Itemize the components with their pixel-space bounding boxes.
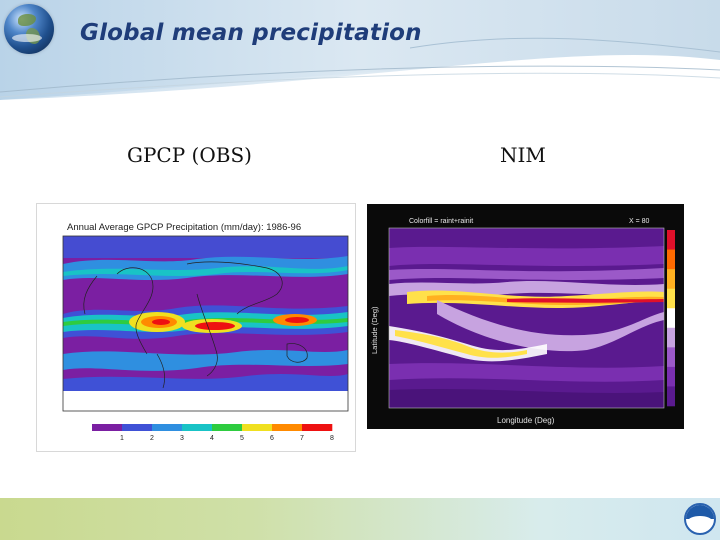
colorbar-swatch [302,424,333,431]
nim-label: NIM [500,143,546,167]
colorbar-tick: 5 [240,435,244,442]
gpcp-map-field [62,235,349,412]
colorbar-tick: 3 [180,435,184,442]
nim-ylabel: Latitude (Deg) [370,306,379,354]
noaa-logo-icon [684,503,716,535]
colorbar-tick: 2 [150,435,154,442]
nim-header-right: X = 80 [629,218,650,225]
colorbar-swatch [667,249,675,270]
colorbar-swatch [667,327,675,348]
colorbar-swatch [92,424,123,431]
gpcp-colorbar [92,424,333,431]
nim-xlabel: Longitude (Deg) [497,416,555,425]
colorbar-swatch [667,308,675,329]
colorbar-swatch [667,230,675,250]
colorbar-swatch [152,424,183,431]
gpcp-label: GPCP (OBS) [127,143,252,167]
nim-colorbar [667,230,675,407]
gpcp-map-title: Annual Average GPCP Precipitation (mm/da… [67,222,301,233]
footer-band [0,498,720,540]
slide-title: Global mean precipitation [80,20,422,46]
colorbar-tick: 8 [330,435,334,442]
gpcp-colorbar-ticks: 1 2 3 4 5 6 7 8 [120,435,334,442]
colorbar-tick: 6 [270,435,274,442]
colorbar-swatch [667,288,675,309]
gpcp-map-figure: Annual Average GPCP Precipitation (mm/da… [36,203,356,452]
colorbar-tick: 4 [210,435,214,442]
nim-plot-figure: Colorfill = raint+rainit X = 80 Latitude… [367,204,684,429]
colorbar-tick: 7 [300,435,304,442]
colorbar-swatch [212,424,243,431]
colorbar-swatch [272,424,303,431]
colorbar-swatch [667,269,675,289]
colorbar-swatch [182,424,213,431]
colorbar-swatch [667,386,675,407]
colorbar-swatch [242,424,273,431]
colorbar-swatch [667,347,675,368]
globe-icon [4,4,54,54]
colorbar-swatch [667,366,675,387]
colorbar-swatch [122,424,153,431]
nim-plot: Colorfill = raint+rainit X = 80 Latitude… [370,218,675,425]
nim-header-left: Colorfill = raint+rainit [409,218,473,225]
gpcp-map: Annual Average GPCP Precipitation (mm/da… [62,222,349,442]
nim-plot-field [388,227,665,409]
colorbar-tick: 1 [120,435,124,442]
